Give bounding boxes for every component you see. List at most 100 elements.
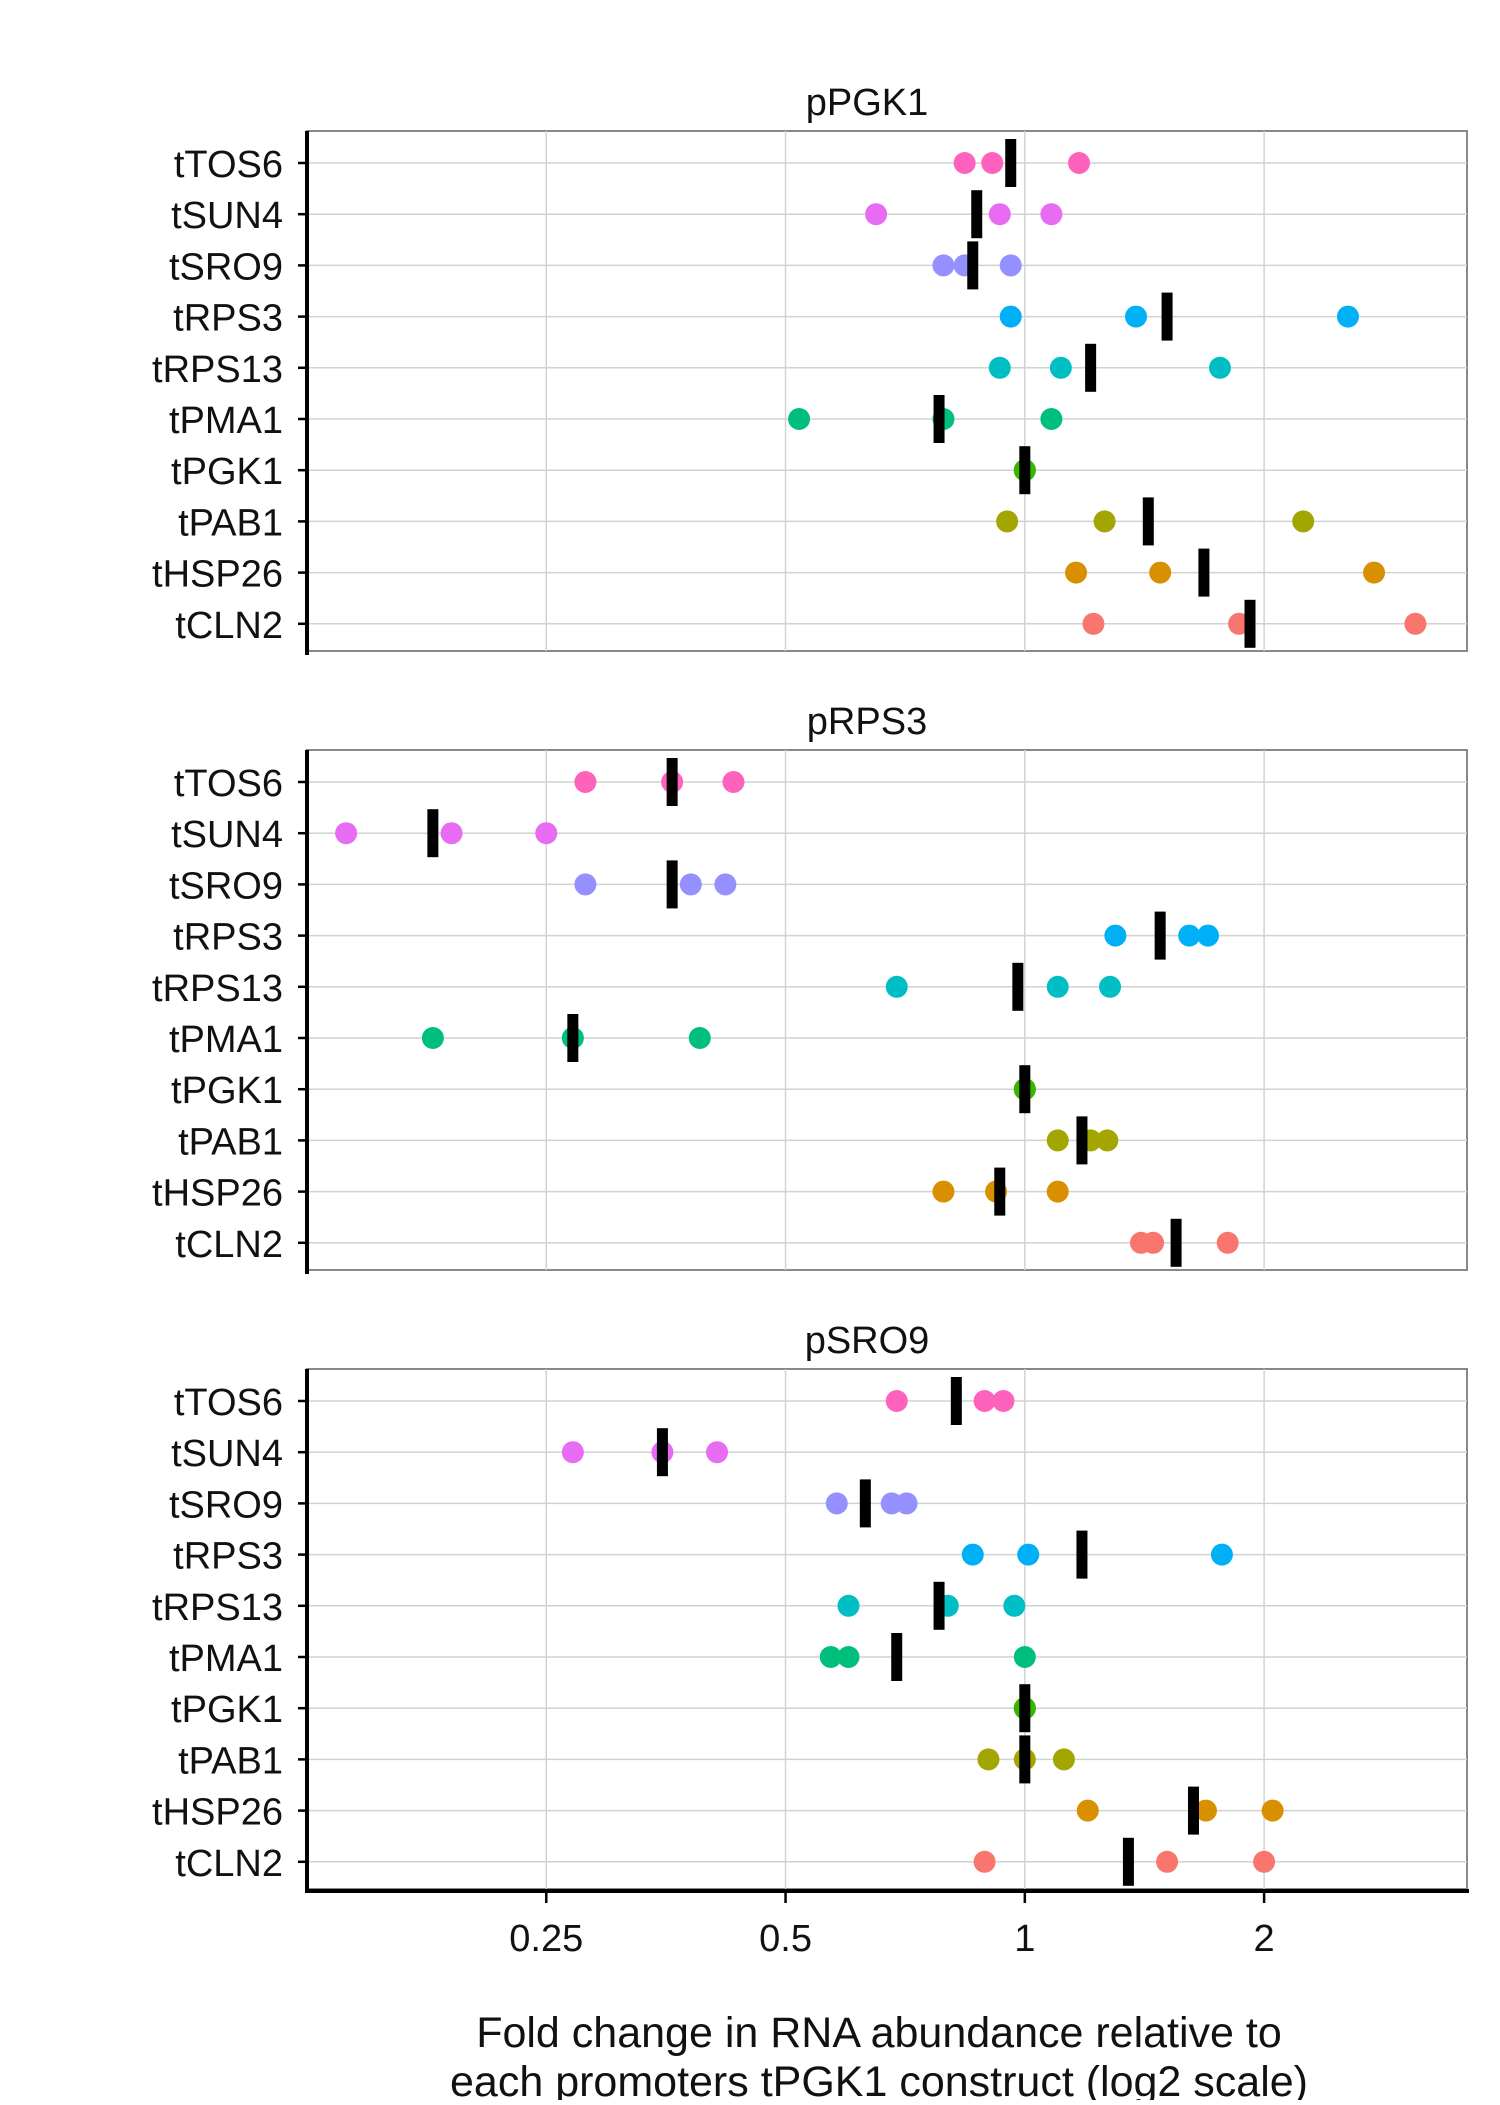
median-mark: [567, 1014, 579, 1062]
data-point: [1046, 1180, 1069, 1203]
data-point: [932, 1180, 955, 1203]
data-point: [1208, 356, 1231, 379]
data-point: [679, 873, 702, 896]
median-mark: [1198, 548, 1210, 597]
data-point: [1178, 924, 1201, 947]
data-point: [1099, 975, 1122, 998]
data-point: [1082, 612, 1105, 635]
y-tick-label: tPMA1: [169, 400, 283, 442]
median-mark: [971, 190, 983, 239]
data-point: [1149, 561, 1172, 584]
data-point: [996, 510, 1019, 533]
data-point: [895, 1492, 918, 1515]
data-point: [1196, 924, 1219, 947]
data-point: [440, 822, 463, 845]
data-point: [722, 771, 745, 793]
data-point: [535, 822, 558, 845]
data-point: [1253, 1850, 1276, 1873]
data-point: [999, 305, 1022, 328]
data-point: [1013, 1646, 1036, 1668]
data-point: [714, 873, 737, 896]
median-mark: [891, 1633, 903, 1681]
data-point: [988, 356, 1011, 379]
y-tick-label: tSRO9: [169, 865, 283, 907]
y-tick-label: tPGK1: [171, 451, 283, 493]
data-point: [1046, 1129, 1069, 1152]
data-point: [865, 203, 888, 226]
y-tick-label: tPAB1: [178, 1121, 283, 1163]
y-tick-label: tCLN2: [175, 1224, 283, 1266]
data-point: [1049, 356, 1072, 379]
data-point: [574, 873, 597, 896]
median-mark: [1076, 1530, 1088, 1579]
y-tick-label: tPAB1: [178, 502, 283, 544]
median-mark: [933, 395, 945, 443]
y-tick-label: tSUN4: [171, 814, 283, 856]
y-tick-label: tPMA1: [169, 1638, 283, 1680]
y-tick-label: tHSP26: [152, 1792, 283, 1834]
data-point: [932, 254, 955, 277]
y-tick-label: tRPS3: [173, 298, 283, 340]
y-tick-label: tPMA1: [169, 1019, 283, 1061]
y-tick-label: tCLN2: [175, 1843, 283, 1885]
data-point: [961, 1543, 984, 1566]
data-point: [1210, 1543, 1233, 1566]
median-mark: [1122, 1837, 1134, 1886]
y-tick-label: tCLN2: [175, 605, 283, 647]
panel-title: pPGK1: [806, 82, 929, 124]
x-axis-title-line: Fold change in RNA abundance relative to: [476, 2009, 1282, 2057]
y-tick-label: tRPS13: [152, 968, 283, 1010]
y-tick-label: tPGK1: [171, 1689, 283, 1731]
y-tick-label: tRPS3: [173, 1536, 283, 1578]
y-tick-label: tPAB1: [178, 1740, 283, 1782]
x-axis-title-line: each promoters tPGK1 construct (log2 sca…: [450, 2058, 1308, 2100]
data-point: [1292, 510, 1315, 533]
median-mark: [994, 1167, 1006, 1216]
data-point: [1040, 408, 1063, 430]
data-point: [1104, 924, 1127, 947]
data-point: [1017, 1543, 1040, 1566]
data-point: [1363, 561, 1386, 584]
median-mark: [1019, 446, 1031, 495]
y-tick-label: tHSP26: [152, 554, 283, 596]
median-mark: [1019, 1065, 1031, 1114]
data-point: [1336, 305, 1359, 328]
data-point: [988, 203, 1011, 226]
data-point: [825, 1492, 848, 1515]
x-tick-label: 0.25: [509, 1918, 583, 1960]
median-mark: [1012, 962, 1024, 1011]
data-point: [837, 1594, 860, 1617]
data-point: [885, 975, 908, 998]
data-point: [1156, 1850, 1179, 1873]
median-mark: [1076, 1116, 1088, 1165]
median-mark: [1085, 343, 1097, 392]
median-mark: [666, 860, 678, 909]
data-point: [561, 1441, 584, 1464]
data-point: [706, 1441, 729, 1464]
y-tick-label: tSUN4: [171, 1433, 283, 1475]
y-tick-label: tTOS6: [174, 144, 283, 186]
data-point: [1125, 305, 1148, 328]
median-mark: [1019, 1735, 1031, 1784]
data-point: [1194, 1799, 1217, 1822]
data-point: [1216, 1231, 1239, 1254]
data-point: [992, 1390, 1015, 1412]
data-point: [688, 1027, 711, 1049]
panel-title: pSRO9: [805, 1320, 930, 1362]
data-point: [999, 254, 1022, 277]
median-mark: [967, 241, 979, 290]
median-mark: [1170, 1218, 1182, 1267]
y-tick-label: tRPS13: [152, 349, 283, 391]
median-mark: [656, 1428, 668, 1477]
y-tick-label: tRPS13: [152, 1587, 283, 1629]
y-tick-label: tHSP26: [152, 1173, 283, 1215]
y-tick-label: tSRO9: [169, 246, 283, 288]
y-tick-label: tSRO9: [169, 1484, 283, 1526]
data-point: [1096, 1129, 1119, 1152]
x-tick-label: 2: [1254, 1918, 1275, 1960]
data-point: [1040, 203, 1063, 226]
data-point: [981, 152, 1004, 174]
x-tick-label: 0.5: [759, 1918, 812, 1960]
data-point: [1076, 1799, 1099, 1822]
